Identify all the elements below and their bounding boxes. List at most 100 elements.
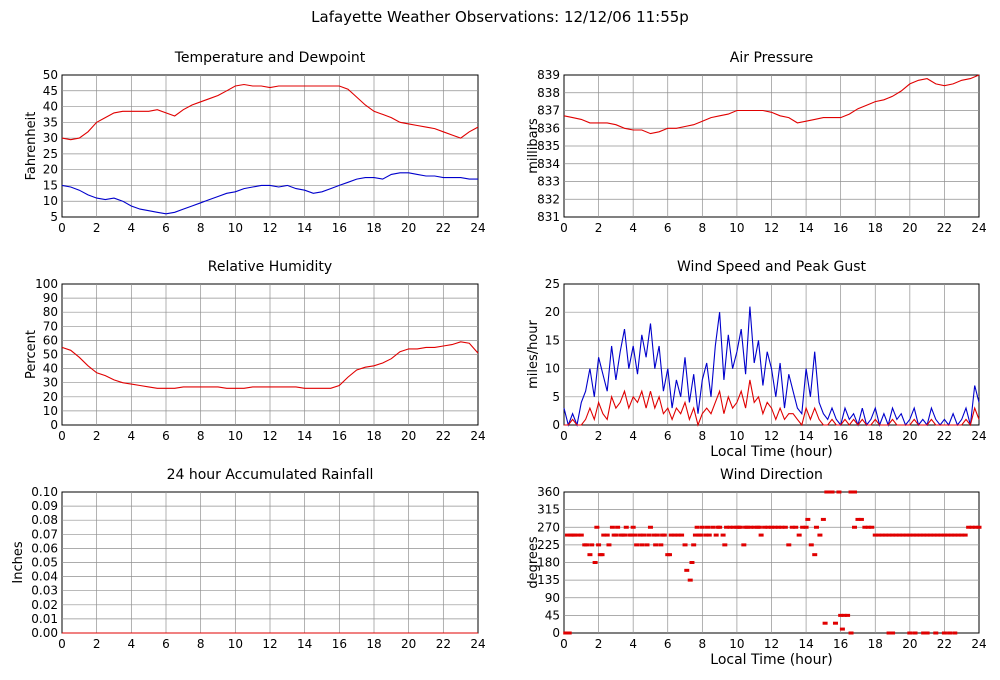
page-title: Lafayette Weather Observations: 12/12/06…: [311, 8, 689, 26]
rain-x-tick-label: 4: [128, 637, 136, 651]
temp-title: Temperature and Dewpoint: [174, 50, 366, 66]
direction-point: [641, 533, 647, 537]
direction-point: [928, 533, 934, 537]
humidity-y-axis-label: Percent: [24, 330, 39, 379]
direction-point: [717, 525, 723, 529]
temp-x-tick-label: 4: [128, 221, 136, 235]
direction-point: [672, 533, 678, 537]
direction-chart: [563, 490, 982, 635]
direction-point: [727, 525, 733, 529]
direction-point: [706, 533, 712, 537]
direction-x-tick-label: 20: [902, 637, 917, 651]
humidity-x-tick-label: 8: [197, 429, 205, 443]
direction-point: [900, 533, 906, 537]
direction-point: [775, 525, 781, 529]
humidity-x-tick-label: 22: [436, 429, 451, 443]
temp-y-tick-label: 10: [43, 194, 58, 208]
direction-point: [824, 490, 830, 494]
direction-x-tick-label: 0: [560, 637, 568, 651]
direction-point: [630, 525, 636, 529]
humidity-x-tick-label: 4: [128, 429, 136, 443]
direction-x-tick-label: 8: [699, 637, 707, 651]
direction-x-tick-label: 10: [729, 637, 744, 651]
direction-point: [845, 613, 851, 617]
rain-y-tick-label: 0.07: [31, 527, 58, 541]
direction-point: [594, 525, 600, 529]
pressure-x-tick-label: 12: [764, 221, 779, 235]
pressure-x-tick-label: 16: [833, 221, 848, 235]
rain-y-tick-label: 0.09: [31, 499, 58, 513]
direction-x-axis-label: Local Time (hour): [710, 652, 832, 668]
direction-point: [935, 533, 940, 537]
pressure-x-tick-label: 24: [971, 221, 986, 235]
direction-point: [689, 561, 695, 564]
direction-point: [756, 525, 762, 529]
wind-y-tick-label: 20: [545, 305, 560, 319]
wind-y-tick-label: 15: [545, 333, 560, 347]
direction-point: [852, 525, 857, 529]
direction-point: [589, 543, 595, 547]
humidity-x-tick-label: 20: [401, 429, 416, 443]
wind-x-tick-label: 12: [764, 429, 779, 443]
rain-x-tick-label: 10: [228, 637, 243, 651]
pressure-x-tick-label: 22: [937, 221, 952, 235]
wind-x-tick-label: 22: [937, 429, 952, 443]
direction-point: [661, 533, 667, 537]
rain-y-axis-label: Inches: [11, 541, 26, 583]
direction-point: [829, 490, 835, 494]
direction-point: [592, 561, 598, 564]
pressure-x-tick-label: 18: [868, 221, 883, 235]
direction-point: [789, 525, 795, 529]
direction-y-tick-label: 135: [537, 573, 560, 587]
temp-x-tick-label: 8: [197, 221, 205, 235]
humidity-y-tick-label: 30: [43, 376, 58, 390]
direction-point: [762, 525, 768, 529]
pressure-y-tick-label: 836: [537, 121, 560, 135]
wind-x-tick-label: 14: [798, 429, 813, 443]
direction-point: [666, 553, 672, 557]
direction-point: [796, 533, 802, 537]
humidity-x-tick-label: 10: [228, 429, 243, 443]
pressure-y-axis-label: millibars: [526, 118, 541, 174]
wind-x-tick-label: 2: [595, 429, 603, 443]
rain-title: 24 hour Accumulated Rainfall: [167, 467, 374, 483]
direction-point: [948, 533, 954, 537]
direction-point: [713, 533, 719, 537]
wind-x-tick-label: 4: [629, 429, 637, 443]
direction-point: [962, 533, 968, 537]
direction-point: [924, 533, 930, 537]
direction-point: [658, 543, 664, 547]
rain-y-tick-label: 0.01: [31, 612, 58, 626]
rain-x-tick-label: 20: [401, 637, 416, 651]
rain-x-tick-label: 12: [262, 637, 277, 651]
direction-y-tick-label: 270: [537, 520, 560, 534]
direction-y-tick-label: 90: [545, 591, 560, 605]
direction-x-tick-label: 22: [937, 637, 952, 651]
direction-point: [613, 533, 619, 537]
direction-point: [604, 533, 610, 537]
temp-series-blue-line: [61, 172, 478, 215]
temp-y-tick-label: 45: [43, 84, 58, 98]
temp-y-tick-label: 15: [43, 178, 58, 192]
rain-y-tick-label: 0.04: [31, 570, 58, 584]
direction-point: [748, 525, 754, 529]
direction-point: [599, 553, 605, 557]
direction-point: [952, 533, 958, 537]
direction-point: [779, 525, 785, 529]
temp-x-tick-label: 22: [436, 221, 451, 235]
direction-point: [622, 533, 628, 537]
direction-point: [924, 631, 930, 635]
direction-point: [973, 525, 979, 529]
direction-point: [563, 631, 569, 635]
direction-point: [969, 525, 975, 529]
direction-point: [941, 631, 947, 635]
temp-y-tick-label: 35: [43, 115, 58, 129]
direction-point: [575, 533, 581, 537]
rain-x-tick-label: 2: [93, 637, 101, 651]
direction-point: [907, 631, 913, 635]
direction-point: [782, 525, 788, 529]
direction-point: [893, 533, 899, 537]
direction-point: [793, 525, 799, 529]
humidity-y-tick-label: 100: [35, 277, 58, 291]
direction-point: [744, 525, 750, 529]
